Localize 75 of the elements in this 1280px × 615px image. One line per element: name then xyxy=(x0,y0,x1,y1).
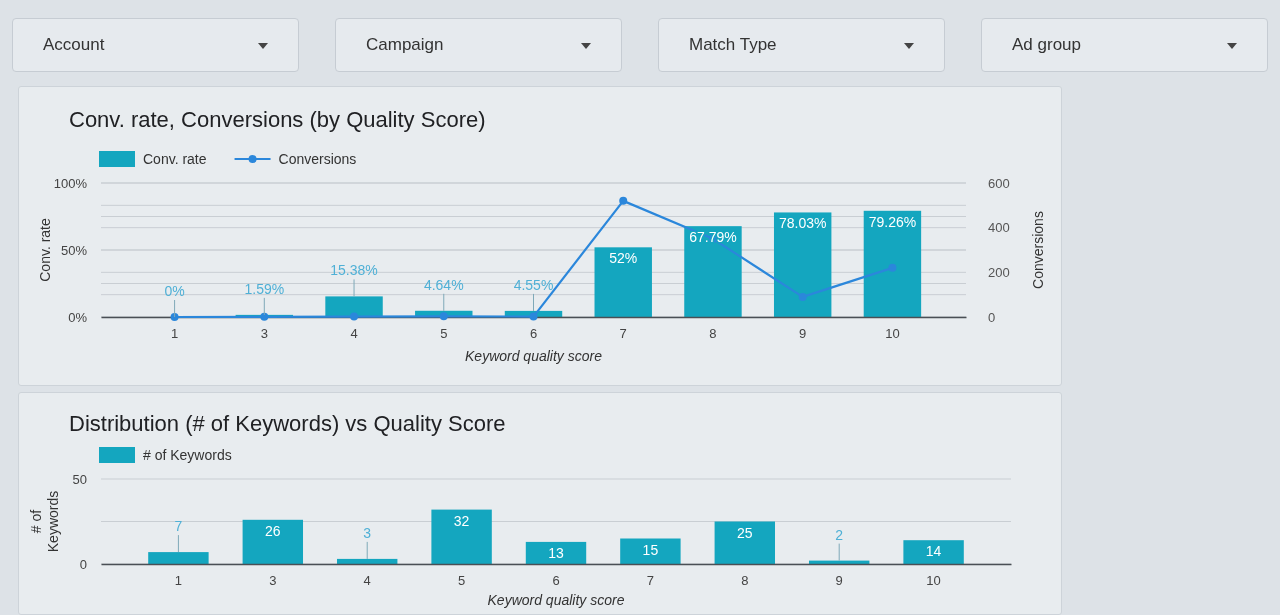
data-label: 32 xyxy=(453,512,470,529)
legend-label: Conversions xyxy=(278,151,357,167)
bar xyxy=(148,552,209,564)
x-tick-label: 6 xyxy=(552,573,560,589)
x-tick-label: 7 xyxy=(646,573,655,589)
y-axis-title: # of Keywords xyxy=(28,490,62,553)
chart-title: Distribution (# of Keywords) vs Quality Score xyxy=(69,411,506,436)
x-tick-label: 4 xyxy=(350,326,358,342)
bar xyxy=(684,226,742,317)
point xyxy=(170,313,179,321)
y-tick-label: 50% xyxy=(60,242,88,258)
point xyxy=(529,312,538,321)
x-axis-title: Keyword quality score xyxy=(465,348,603,364)
x-tick-label: 7 xyxy=(619,326,627,342)
data-label: 4.55% xyxy=(513,276,554,293)
legend-label: Conv. rate xyxy=(143,151,207,167)
legend-label: # of Keywords xyxy=(143,447,232,463)
x-tick-label: 10 xyxy=(885,326,900,342)
x-tick-label: 9 xyxy=(799,326,807,342)
y2-axis-title: Conversions xyxy=(1029,211,1046,289)
y2-tick-label: 400 xyxy=(988,220,1010,236)
bar xyxy=(337,558,398,564)
chart-title: Conv. rate, Conversions (by Quality Score) xyxy=(69,107,486,132)
y-tick-label: 100% xyxy=(53,175,88,191)
dropdown: Ad group xyxy=(981,18,1268,72)
data-label: 67.79% xyxy=(689,229,737,246)
data-label: 4.64% xyxy=(423,276,464,293)
point xyxy=(619,196,628,205)
dropdown: Account xyxy=(12,18,299,72)
data-label: 7 xyxy=(174,518,183,535)
bar xyxy=(242,519,304,564)
x-tick-label: 5 xyxy=(440,326,448,342)
x-tick-label: 9 xyxy=(835,573,843,589)
data-label: 52% xyxy=(609,250,638,267)
x-tick-label: 1 xyxy=(170,326,179,342)
x-tick-label: 8 xyxy=(709,326,717,342)
point xyxy=(260,312,269,321)
data-label: 79.26% xyxy=(868,213,917,230)
x-tick-label: 8 xyxy=(741,573,749,589)
y2-tick-label: 200 xyxy=(988,264,1010,280)
y-tick-label: 50 xyxy=(72,471,87,487)
x-tick-label: 10 xyxy=(926,573,941,589)
y2-tick-label: 600 xyxy=(988,175,1010,191)
data-label: 78.03% xyxy=(778,215,827,232)
point xyxy=(350,312,359,321)
data-label: 13 xyxy=(548,544,564,561)
x-tick-label: 3 xyxy=(260,326,268,342)
y-tick-label: 0 xyxy=(79,556,87,572)
data-label: 3 xyxy=(363,524,372,541)
x-tick-label: 4 xyxy=(363,573,371,589)
dropdown: Campaign xyxy=(335,18,622,72)
dropdown: Match Type xyxy=(658,18,945,72)
x-axis-title: Keyword quality score xyxy=(487,592,625,608)
x-tick-label: 1 xyxy=(174,573,183,589)
y-axis-title: Conv. rate xyxy=(36,218,53,282)
bar xyxy=(863,210,922,317)
bar xyxy=(594,247,652,317)
data-label: 15 xyxy=(642,541,659,558)
bar xyxy=(431,509,492,564)
data-label: 26 xyxy=(265,522,281,539)
data-label: 15.38% xyxy=(330,262,378,279)
point xyxy=(798,292,807,301)
y-tick-label: 0% xyxy=(68,309,88,325)
data-label: 14 xyxy=(925,543,942,560)
data-label: 2 xyxy=(835,526,844,543)
data-label: 1.59% xyxy=(244,280,285,297)
y2-tick-label: 0 xyxy=(988,309,996,325)
bar xyxy=(773,212,832,317)
point xyxy=(439,312,448,321)
x-tick-label: 3 xyxy=(269,573,277,589)
data-label: 25 xyxy=(737,524,753,541)
data-label: 0% xyxy=(164,283,185,299)
x-tick-label: 5 xyxy=(457,573,466,589)
point xyxy=(888,263,897,272)
x-tick-label: 6 xyxy=(529,326,538,342)
